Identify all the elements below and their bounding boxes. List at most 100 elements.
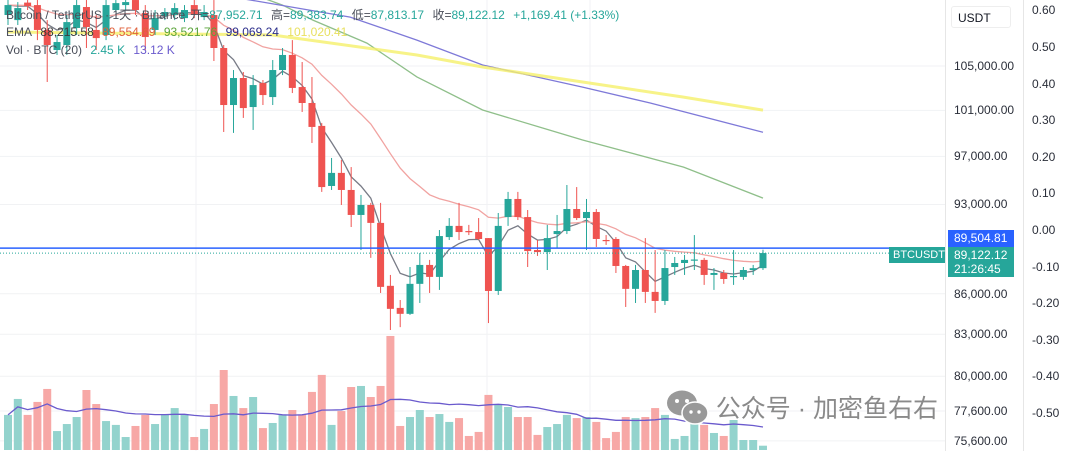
- ema-20-line: [7, 4, 764, 263]
- candle-body: [749, 268, 757, 270]
- candle-down: [612, 237, 620, 273]
- candle-up: [53, 35, 61, 55]
- volume-bar: [386, 335, 395, 450]
- candle-body: [141, 13, 149, 38]
- candle-down: [220, 45, 228, 132]
- candle-body: [396, 307, 404, 314]
- volume-bar: [582, 417, 591, 450]
- candle-body: [504, 198, 512, 218]
- candle-up: [279, 47, 287, 76]
- candle-body: [151, 18, 159, 30]
- secondary-tick: -0.10: [1032, 259, 1060, 274]
- volume-bar: [406, 417, 415, 450]
- volume-bar: [739, 440, 748, 450]
- volume-bar: [249, 397, 258, 450]
- candle-body: [710, 272, 718, 275]
- legend-high: 89,383.74: [289, 8, 344, 22]
- candle-body: [239, 78, 247, 109]
- currency-button[interactable]: USDT: [951, 6, 1011, 28]
- volume-bar: [209, 404, 218, 450]
- volume-bar: [43, 388, 52, 450]
- price-tick: 80,000.00: [954, 369, 1008, 384]
- candle-body: [377, 222, 385, 287]
- volume-bar: [72, 417, 81, 450]
- volume-bar: [709, 432, 718, 450]
- candlestick-chart[interactable]: [0, 0, 945, 451]
- candle-down: [514, 191, 522, 221]
- price-tick: 97,000.00: [954, 149, 1008, 164]
- volume-bar: [53, 431, 62, 450]
- volume-bar: [553, 424, 562, 450]
- candle-up: [406, 267, 414, 315]
- legend-ema-row[interactable]: EMA 88,215.58 89,554.69 93,521.76 99,069…: [6, 25, 352, 39]
- candle-body: [582, 211, 590, 219]
- candle-up: [200, 5, 208, 21]
- countdown-label: 21:26:45: [954, 262, 1001, 276]
- candle-down: [524, 210, 532, 268]
- candle-body: [671, 262, 679, 268]
- candle-up: [690, 235, 698, 270]
- candle-body: [337, 172, 345, 190]
- secondary-tick: -0.20: [1032, 296, 1060, 311]
- candle-body: [563, 209, 571, 232]
- candle-body: [445, 225, 453, 238]
- legend-open: 87,952.71: [209, 8, 263, 22]
- candle-body: [455, 225, 463, 233]
- price-tick: 101,000.00: [954, 103, 1015, 118]
- legend-symbol-row: Bitcoin / TetherUS · 1天 · Binance 开=87,95…: [6, 6, 624, 23]
- volume-bar: [13, 398, 22, 450]
- volume-bar: [602, 438, 611, 450]
- candle-body: [426, 264, 434, 277]
- volume-bar: [415, 410, 424, 450]
- grid-lines: [0, 0, 945, 451]
- candle-body: [661, 268, 669, 301]
- volume-bar: [621, 417, 630, 450]
- candle-down: [24, 0, 32, 11]
- candle-body: [112, 3, 120, 11]
- candle-down: [43, 20, 51, 82]
- candle-body: [4, 5, 12, 15]
- volume-bar: [278, 414, 287, 450]
- candle-body: [200, 11, 208, 18]
- secondary-axis[interactable]: 0.60 0.50 0.40 0.30 0.20 0.10 0.00 -0.10 -0.20 -0…: [1023, 0, 1080, 451]
- volume-bar: [464, 435, 473, 450]
- volume-bar: [513, 417, 522, 450]
- candle-body: [484, 238, 492, 291]
- candle-down: [259, 79, 267, 106]
- candle-up: [435, 230, 443, 290]
- candle-down: [592, 209, 600, 247]
- legend-open-label: 开=: [190, 8, 210, 22]
- candle-body: [386, 285, 394, 309]
- volume-bar: [631, 418, 640, 450]
- secondary-tick: 0.10: [1032, 186, 1056, 201]
- candle-body: [279, 54, 287, 71]
- legend-volume-row[interactable]: Vol · BTC (20) 2.45 K 13.12 K: [6, 43, 180, 57]
- price-tick: 93,000.00: [954, 197, 1008, 212]
- legend-high-label: 高=: [270, 8, 290, 22]
- volume-bar: [425, 417, 434, 450]
- candle-down: [455, 202, 463, 240]
- candle-body: [14, 8, 22, 21]
- volume-bar: [131, 425, 140, 450]
- volume-bars: [4, 335, 767, 450]
- candle-body: [220, 47, 228, 106]
- candle-body: [230, 78, 238, 106]
- candle-down: [484, 238, 492, 324]
- legend-title[interactable]: Bitcoin / TetherUS · 1天 · Binance: [6, 8, 186, 22]
- candle-body: [612, 238, 620, 266]
- price-tick: 105,000.00: [954, 59, 1015, 73]
- volume-bar: [347, 387, 356, 450]
- candle-body: [102, 5, 110, 36]
- volume-bar: [23, 414, 32, 450]
- candle-body: [171, 8, 179, 15]
- volume-bar: [504, 407, 513, 450]
- candle-body: [43, 29, 51, 46]
- candle-body: [651, 291, 659, 301]
- volume-bar: [102, 421, 111, 450]
- candle-body: [357, 204, 365, 215]
- price-axis[interactable]: USDT 105,000.00 101,000.00 97,000.00 93,000…: [945, 0, 1024, 451]
- candle-down: [141, 5, 149, 51]
- candle-up: [504, 191, 512, 226]
- candle-up: [681, 254, 689, 275]
- candle-down: [573, 187, 581, 221]
